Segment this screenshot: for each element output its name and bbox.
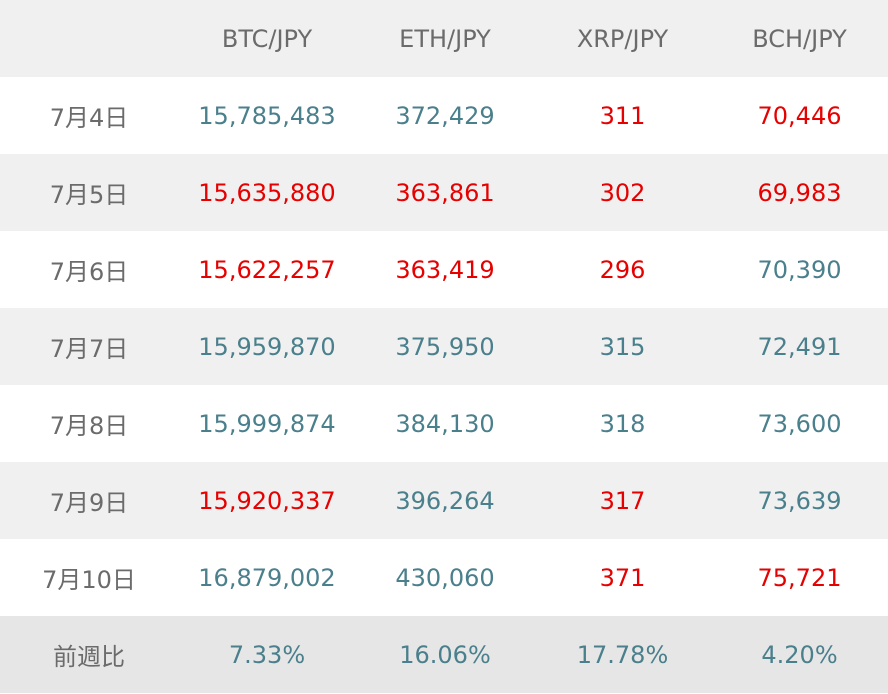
bch-cell: 70,446 (757, 101, 842, 130)
table-row: 7月7日 15,959,870 375,950 315 72,491 (0, 308, 888, 385)
table-row: 7月8日 15,999,874 384,130 318 73,600 (0, 385, 888, 462)
bch-cell: 73,600 (757, 409, 842, 438)
header-btc-jpy: BTC/JPY (221, 24, 313, 53)
xrp-cell: 315 (599, 332, 646, 361)
xrp-cell: 318 (599, 409, 646, 438)
bch-change-cell: 4.20% (761, 640, 838, 669)
eth-cell: 430,060 (395, 563, 495, 592)
bch-cell: 69,983 (757, 178, 842, 207)
eth-cell: 396,264 (395, 486, 495, 515)
btc-cell: 15,785,483 (198, 101, 336, 130)
table-row: 7月9日 15,920,337 396,264 317 73,639 (0, 462, 888, 539)
xrp-cell: 311 (599, 101, 646, 130)
eth-cell: 363,861 (395, 178, 495, 207)
eth-cell: 372,429 (395, 101, 495, 130)
btc-cell: 15,999,874 (198, 409, 336, 438)
btc-cell: 15,622,257 (198, 255, 336, 284)
date-cell: 7月6日 (49, 258, 129, 286)
header-row: BTC/JPY ETH/JPY XRP/JPY BCH/JPY (0, 0, 888, 77)
bch-cell: 73,639 (757, 486, 842, 515)
btc-cell: 15,920,337 (198, 486, 336, 515)
header-empty (0, 0, 178, 77)
bch-cell: 70,390 (757, 255, 842, 284)
eth-cell: 384,130 (395, 409, 495, 438)
header-xrp-jpy: XRP/JPY (576, 24, 669, 53)
xrp-cell: 302 (599, 178, 646, 207)
header-eth-jpy: ETH/JPY (399, 24, 491, 53)
xrp-change-cell: 17.78% (576, 640, 669, 669)
eth-cell: 375,950 (395, 332, 495, 361)
date-cell: 7月7日 (49, 335, 129, 363)
date-cell: 7月10日 (42, 566, 136, 594)
table-row: 7月4日 15,785,483 372,429 311 70,446 (0, 77, 888, 154)
table-row: 7月6日 15,622,257 363,419 296 70,390 (0, 231, 888, 308)
xrp-cell: 296 (599, 255, 646, 284)
table-row: 7月5日 15,635,880 363,861 302 69,983 (0, 154, 888, 231)
btc-cell: 15,635,880 (198, 178, 336, 207)
btc-cell: 16,879,002 (198, 563, 336, 592)
bch-cell: 75,721 (757, 563, 842, 592)
eth-change-cell: 16.06% (399, 640, 491, 669)
weekly-change-label: 前週比 (53, 643, 125, 671)
header-bch-jpy: BCH/JPY (752, 24, 847, 53)
weekly-change-row: 前週比 7.33% 16.06% 17.78% 4.20% (0, 616, 888, 693)
date-cell: 7月4日 (49, 104, 129, 132)
btc-cell: 15,959,870 (198, 332, 336, 361)
eth-cell: 363,419 (395, 255, 495, 284)
date-cell: 7月9日 (49, 489, 129, 517)
btc-change-cell: 7.33% (228, 640, 306, 669)
date-cell: 7月5日 (49, 181, 129, 209)
table-row: 7月10日 16,879,002 430,060 371 75,721 (0, 539, 888, 616)
xrp-cell: 317 (599, 486, 646, 515)
xrp-cell: 371 (599, 563, 646, 592)
date-cell: 7月8日 (49, 412, 129, 440)
bch-cell: 72,491 (757, 332, 842, 361)
